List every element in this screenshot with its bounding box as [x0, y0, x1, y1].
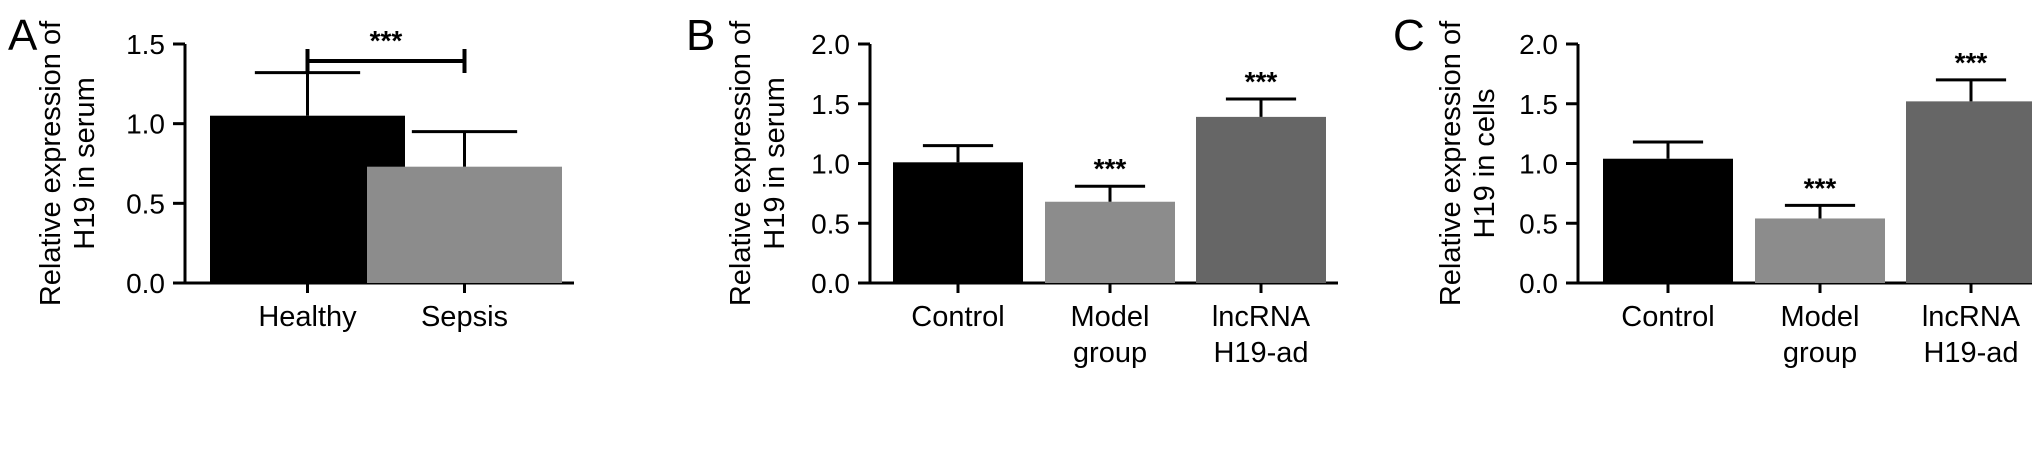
bar — [367, 166, 562, 283]
panel-letter: C — [1393, 11, 1425, 60]
x-tick-label: Model — [1781, 301, 1860, 333]
y-tick-label: 1.5 — [811, 89, 850, 120]
x-tick-label: lncRNA — [1212, 301, 1311, 333]
x-tick-label: H19-ad — [1923, 337, 2018, 369]
x-tick-label: H19-ad — [1213, 337, 1308, 369]
bar — [1603, 158, 1733, 283]
bar — [1045, 201, 1175, 283]
significance-label: *** — [1955, 47, 1988, 78]
significance-label: *** — [1094, 153, 1127, 184]
x-tick-label: Healthy — [258, 301, 357, 333]
y-axis-title-line: H19 in serum — [759, 77, 791, 249]
bar — [1196, 116, 1326, 284]
x-tick-label: group — [1073, 337, 1147, 369]
x-tick-label: Model — [1071, 301, 1150, 333]
y-axis-title-line: H19 in cells — [1469, 89, 1501, 239]
y-tick-label: 0.0 — [1519, 268, 1558, 299]
panel-letter: A — [8, 11, 38, 60]
y-tick-label: 1.0 — [126, 109, 165, 140]
y-tick-label: 0.5 — [811, 208, 850, 239]
x-tick-label: group — [1783, 337, 1857, 369]
bar — [1755, 218, 1885, 283]
y-tick-label: 1.0 — [811, 149, 850, 180]
y-axis-title-line: Relative expression of — [725, 20, 757, 306]
x-tick-label: Sepsis — [421, 301, 508, 333]
panel-c: C Relative expression of H19 in cells 0.0 0.… — [1393, 11, 2032, 369]
x-tick-label: lncRNA — [1922, 301, 2021, 333]
x-tick-label: Control — [1621, 301, 1715, 333]
y-tick-label: 0.5 — [1519, 208, 1558, 239]
y-tick-label: 0.0 — [811, 268, 850, 299]
bar — [1906, 101, 2032, 283]
y-tick-label: 1.5 — [126, 29, 165, 60]
significance-label: *** — [370, 25, 403, 56]
y-tick-label: 0.0 — [126, 268, 165, 299]
y-tick-label: 0.5 — [126, 188, 165, 219]
y-tick-label: 1.5 — [1519, 89, 1558, 120]
y-axis-title-line: Relative expression of — [35, 20, 67, 306]
bar — [893, 162, 1023, 283]
panel-letter: B — [686, 11, 715, 60]
panel-b: B Relative expression of H19 in serum 0.0 0.… — [686, 11, 1338, 369]
y-axis-title-line: H19 in serum — [69, 77, 101, 249]
y-tick-label: 2.0 — [1519, 29, 1558, 60]
significance-label: *** — [1245, 66, 1278, 97]
x-tick-label: Control — [911, 301, 1005, 333]
y-tick-label: 1.0 — [1519, 149, 1558, 180]
y-axis-title-line: Relative expression of — [1435, 20, 1467, 306]
significance-label: *** — [1804, 172, 1837, 203]
y-tick-label: 2.0 — [811, 29, 850, 60]
